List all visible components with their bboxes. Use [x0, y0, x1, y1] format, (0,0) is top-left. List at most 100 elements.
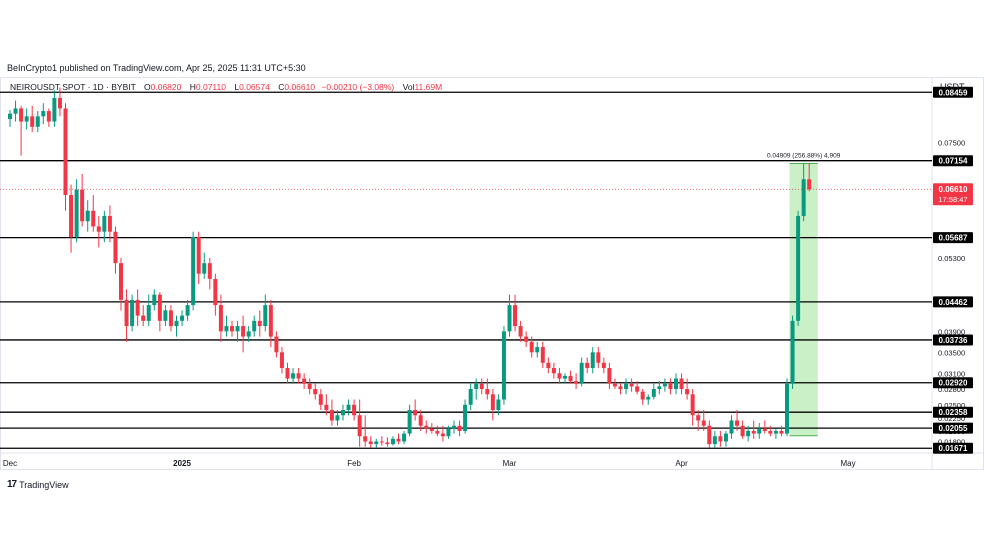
candle[interactable]	[341, 404, 345, 421]
candle[interactable]	[224, 315, 229, 337]
candle[interactable]	[163, 305, 168, 327]
candle[interactable]	[63, 103, 68, 211]
candle[interactable]	[279, 347, 284, 374]
candle[interactable]	[651, 383, 656, 400]
candle[interactable]	[202, 252, 207, 279]
candle[interactable]	[35, 111, 40, 133]
candle[interactable]	[91, 194, 96, 232]
candle[interactable]	[213, 273, 218, 316]
candle[interactable]	[74, 179, 79, 243]
candle[interactable]	[596, 347, 601, 369]
candle[interactable]	[513, 294, 518, 332]
candle[interactable]	[396, 433, 401, 445]
candle[interactable]	[740, 420, 745, 439]
candle[interactable]	[146, 294, 151, 327]
candle[interactable]	[24, 108, 29, 130]
candle[interactable]	[785, 378, 789, 437]
candle[interactable]	[302, 373, 307, 390]
candle[interactable]	[768, 425, 773, 437]
candle[interactable]	[801, 163, 806, 222]
candle[interactable]	[535, 341, 540, 358]
candle[interactable]	[796, 210, 801, 327]
candle[interactable]	[157, 292, 162, 332]
candle[interactable]	[790, 315, 795, 390]
candle[interactable]	[490, 389, 495, 421]
candle[interactable]	[474, 378, 479, 400]
candle[interactable]	[607, 362, 612, 390]
candle[interactable]	[601, 357, 606, 374]
candle[interactable]	[585, 357, 590, 374]
candle[interactable]	[701, 409, 706, 431]
candle[interactable]	[207, 257, 212, 290]
candle[interactable]	[274, 331, 279, 358]
candle[interactable]	[235, 320, 240, 342]
candle[interactable]	[618, 383, 623, 395]
candle[interactable]	[662, 378, 667, 392]
candle[interactable]	[574, 373, 579, 390]
candle[interactable]	[518, 320, 523, 342]
candle[interactable]	[485, 378, 490, 400]
candle[interactable]	[679, 373, 684, 395]
candle[interactable]	[296, 368, 301, 384]
candle[interactable]	[779, 425, 784, 437]
candle[interactable]	[291, 368, 296, 384]
currency-label[interactable]: USDT	[940, 82, 965, 92]
candle[interactable]	[501, 326, 506, 405]
candle[interactable]	[674, 373, 678, 395]
candle[interactable]	[218, 294, 223, 342]
candle[interactable]	[429, 423, 434, 434]
candle[interactable]	[96, 215, 101, 248]
candle[interactable]	[446, 425, 451, 439]
candle[interactable]	[612, 378, 617, 390]
candle[interactable]	[102, 210, 107, 243]
candle[interactable]	[668, 378, 673, 395]
candle[interactable]	[263, 294, 268, 332]
candle[interactable]	[313, 383, 318, 400]
candle[interactable]	[335, 409, 340, 426]
candle[interactable]	[113, 226, 118, 274]
candle[interactable]	[324, 394, 329, 416]
price-chart[interactable]: 0.04909 (256.88%) 4,909 0.07500 0.05300 0.…	[0, 77, 984, 470]
candle[interactable]	[773, 428, 778, 439]
candle[interactable]	[13, 100, 18, 122]
candle[interactable]	[568, 370, 573, 384]
candle[interactable]	[551, 362, 556, 379]
candle[interactable]	[368, 436, 373, 448]
candle[interactable]	[696, 409, 701, 431]
candle[interactable]	[629, 378, 634, 392]
candle[interactable]	[463, 399, 468, 434]
candle[interactable]	[307, 378, 312, 395]
candle[interactable]	[152, 289, 157, 311]
candle[interactable]	[385, 437, 390, 447]
candle[interactable]	[168, 305, 173, 332]
candle[interactable]	[735, 409, 740, 431]
candle[interactable]	[135, 289, 140, 327]
candle[interactable]	[41, 103, 46, 125]
candle[interactable]	[723, 430, 728, 447]
candle[interactable]	[352, 399, 357, 421]
candle[interactable]	[52, 90, 57, 127]
candle[interactable]	[69, 184, 74, 253]
candle[interactable]	[579, 357, 584, 387]
candle[interactable]	[718, 430, 723, 447]
candle[interactable]	[413, 399, 418, 421]
candle[interactable]	[457, 420, 462, 437]
candle[interactable]	[246, 326, 251, 342]
candle[interactable]	[729, 415, 734, 439]
candle[interactable]	[363, 415, 368, 447]
candle[interactable]	[540, 341, 545, 369]
candle[interactable]	[407, 404, 412, 437]
candle[interactable]	[452, 420, 456, 434]
candle[interactable]	[329, 399, 334, 426]
candle[interactable]	[635, 381, 640, 395]
candle[interactable]	[657, 381, 662, 395]
candle[interactable]	[19, 105, 24, 156]
candle[interactable]	[80, 174, 85, 227]
candle[interactable]	[346, 399, 351, 416]
candle[interactable]	[624, 378, 629, 395]
candle[interactable]	[712, 430, 717, 448]
candle[interactable]	[174, 315, 179, 337]
candle[interactable]	[479, 378, 484, 395]
candle[interactable]	[507, 294, 512, 337]
candle[interactable]	[185, 299, 190, 321]
